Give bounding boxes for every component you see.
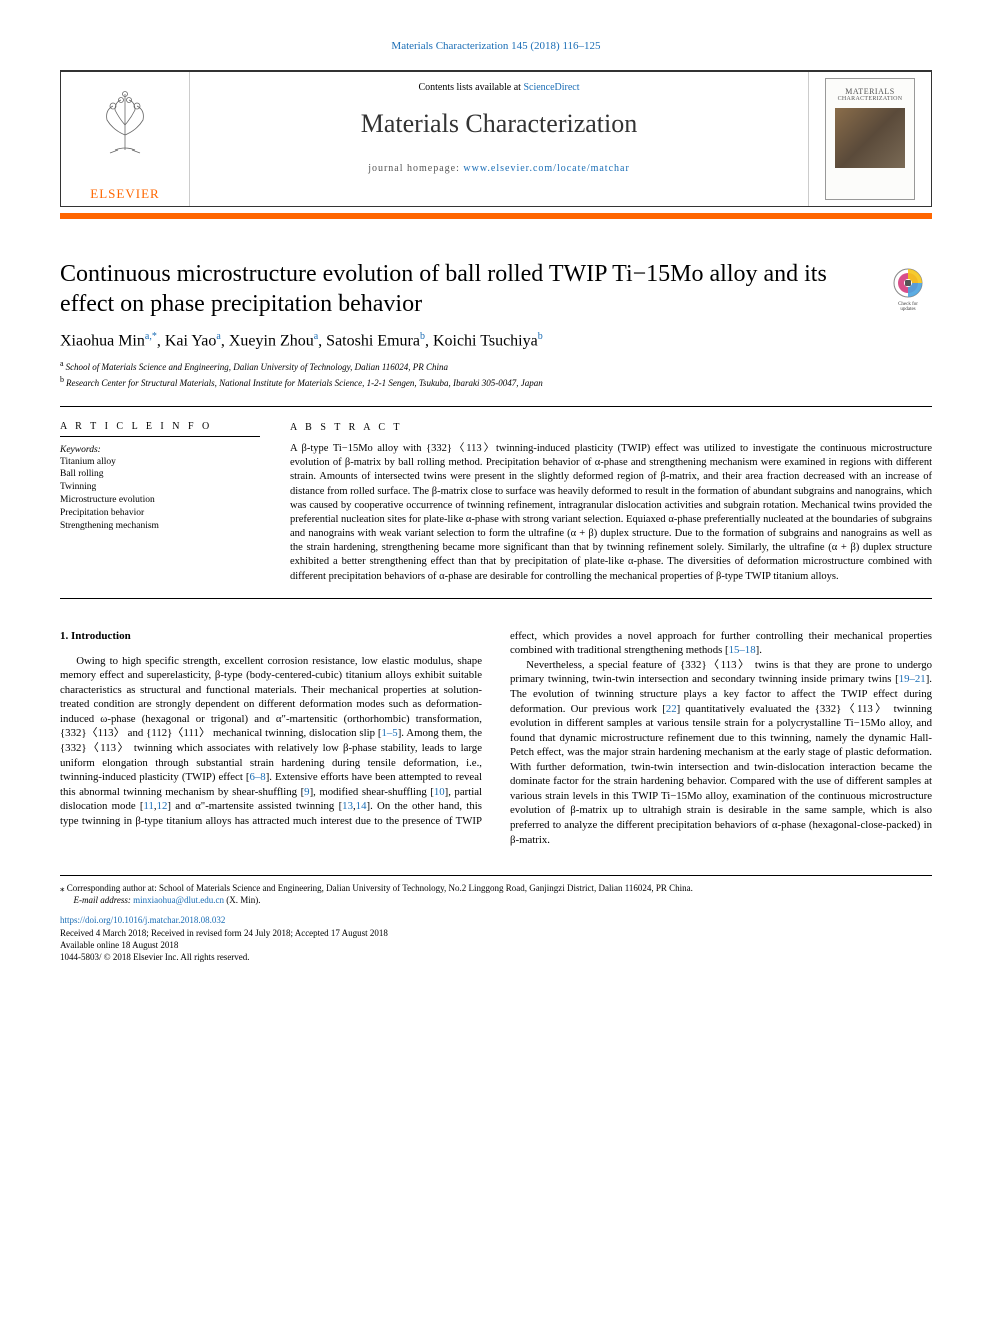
contents-available: Contents lists available at ScienceDirec… bbox=[190, 82, 808, 93]
article-info-label: A R T I C L E I N F O bbox=[60, 421, 260, 432]
section-heading-1: 1. Introduction bbox=[60, 629, 482, 644]
intro-para-2: Nevertheless, a special feature of {332}… bbox=[510, 658, 932, 847]
journal-cover-thumb: MATERIALS CHARACTERIZATION bbox=[825, 78, 915, 200]
journal-name: Materials Characterization bbox=[190, 109, 808, 139]
elsevier-tree-icon bbox=[85, 80, 165, 160]
rule-top bbox=[60, 406, 932, 407]
cover-title: MATERIALS bbox=[845, 87, 894, 96]
abstract-col: A B S T R A C T A β-type Ti−15Mo alloy w… bbox=[290, 421, 932, 584]
accent-bar bbox=[60, 213, 932, 219]
doi-block: https://doi.org/10.1016/j.matchar.2018.0… bbox=[60, 914, 932, 963]
homepage-line: journal homepage: www.elsevier.com/locat… bbox=[190, 163, 808, 184]
online-line: Available online 18 August 2018 bbox=[60, 939, 932, 951]
publisher-name: ELSEVIER bbox=[90, 186, 159, 202]
footnotes: ⁎ Corresponding author at: School of Mat… bbox=[60, 875, 932, 906]
homepage-prefix: journal homepage: bbox=[368, 163, 463, 174]
received-line: Received 4 March 2018; Received in revis… bbox=[60, 927, 932, 939]
email-line: E-mail address: minxiaohua@dlut.edu.cn (… bbox=[60, 894, 932, 906]
affiliations: aSchool of Materials Science and Enginee… bbox=[60, 358, 932, 389]
rule-bottom bbox=[60, 598, 932, 599]
ref-22[interactable]: 22 bbox=[666, 703, 677, 715]
ref-13[interactable]: 13 bbox=[342, 800, 353, 812]
running-header: Materials Characterization 145 (2018) 11… bbox=[60, 40, 932, 52]
cover-thumb-box: MATERIALS CHARACTERIZATION bbox=[808, 72, 931, 206]
banner-center: Contents lists available at ScienceDirec… bbox=[190, 72, 808, 206]
ref-10[interactable]: 10 bbox=[434, 786, 445, 798]
keywords-heading: Keywords: bbox=[60, 445, 260, 455]
svg-text:updates: updates bbox=[900, 307, 915, 311]
check-updates-badge[interactable]: Check for updates bbox=[884, 263, 932, 311]
email-link[interactable]: minxiaohua@dlut.edu.cn bbox=[133, 895, 224, 905]
ref-11[interactable]: 11 bbox=[144, 800, 154, 812]
ref-19-21[interactable]: 19–21 bbox=[899, 673, 926, 685]
article-title: Continuous microstructure evolution of b… bbox=[60, 259, 864, 319]
contents-prefix: Contents lists available at bbox=[418, 82, 523, 93]
doi-link[interactable]: https://doi.org/10.1016/j.matchar.2018.0… bbox=[60, 915, 225, 925]
ref-15-18[interactable]: 15–18 bbox=[729, 644, 756, 656]
cover-sub: CHARACTERIZATION bbox=[838, 96, 903, 102]
abstract-text: A β-type Ti−15Mo alloy with {332}〈113〉tw… bbox=[290, 442, 932, 584]
keywords-list: Titanium alloyBall rollingTwinningMicros… bbox=[60, 456, 260, 533]
publisher-logo-box: ELSEVIER bbox=[61, 72, 190, 206]
sciencedirect-link[interactable]: ScienceDirect bbox=[523, 82, 579, 93]
homepage-link[interactable]: www.elsevier.com/locate/matchar bbox=[463, 163, 629, 174]
corresponding-author: ⁎ Corresponding author at: School of Mat… bbox=[60, 882, 932, 894]
ref-6-8[interactable]: 6–8 bbox=[249, 771, 265, 783]
abstract-label: A B S T R A C T bbox=[290, 421, 932, 435]
article-info-col: A R T I C L E I N F O Keywords: Titanium… bbox=[60, 421, 260, 584]
copyright-line: 1044-5803/ © 2018 Elsevier Inc. All righ… bbox=[60, 951, 932, 963]
ref-14[interactable]: 14 bbox=[356, 800, 367, 812]
journal-banner: ELSEVIER Contents lists available at Sci… bbox=[60, 70, 932, 207]
body-text: 1. Introduction Owing to high specific s… bbox=[60, 629, 932, 847]
authors: Xiaohua Mina,*, Kai Yaoa, Xueyin Zhoua, … bbox=[60, 331, 932, 350]
ref-1-5[interactable]: 1–5 bbox=[382, 727, 398, 739]
ref-12[interactable]: 12 bbox=[157, 800, 168, 812]
cover-pic bbox=[835, 108, 905, 168]
